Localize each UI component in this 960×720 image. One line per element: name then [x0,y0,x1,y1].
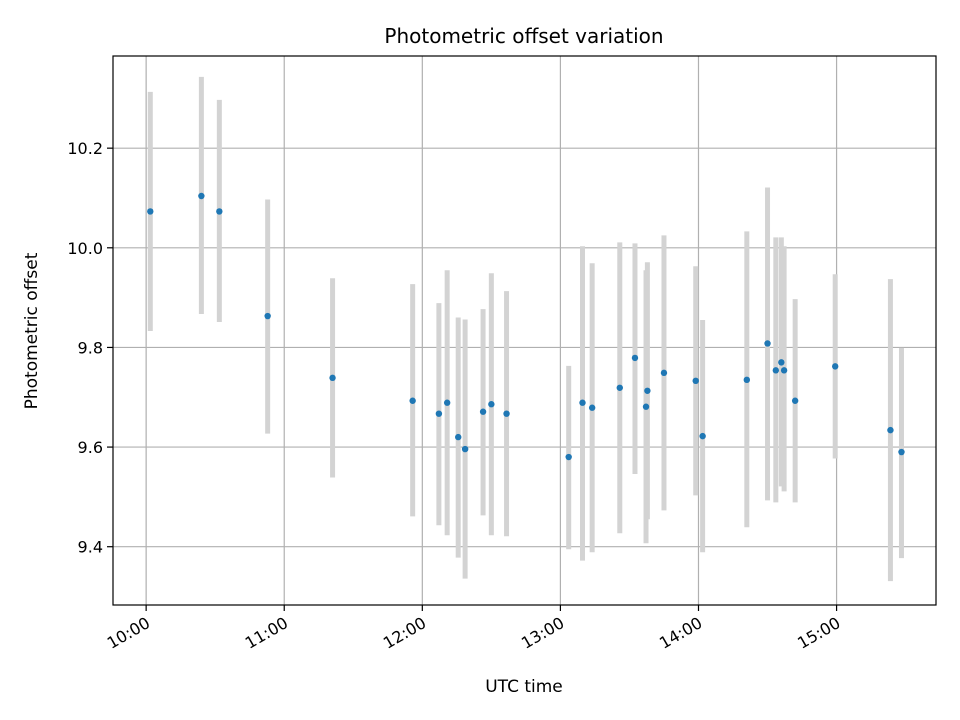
data-point [579,399,586,406]
data-point [692,377,699,385]
data-point [264,312,271,320]
data-point [588,404,596,411]
data-point [778,359,785,366]
data-point [435,410,443,417]
data-point [147,208,154,215]
y-tick-label: 9.8 [78,338,103,357]
chart-title: Photometric offset variation [384,24,663,48]
data-point [699,432,706,440]
data-point [455,433,462,441]
y-tick-label: 10.0 [67,239,103,258]
x-axis-label: UTC time [485,677,563,697]
y-axis-ticks: 9.4 9.6 9.8 10.0 10.2 [67,139,113,557]
data-point [791,397,799,404]
data-point [772,367,780,374]
y-axis-label: Photometric offset [22,252,42,409]
data-point [831,363,839,370]
data-point [329,374,336,382]
data-points [147,192,905,461]
data-point [409,397,416,404]
data-point [631,354,639,362]
data-point [198,192,205,200]
data-point [216,208,223,215]
y-tick-label: 10.2 [67,139,103,158]
data-point [503,410,510,417]
data-point [642,403,650,410]
data-point [461,445,469,453]
data-point [898,448,905,456]
y-tick-label: 9.6 [78,438,103,457]
data-point [565,453,572,461]
y-tick-label: 9.4 [78,538,103,557]
data-point [780,367,788,374]
data-point [764,340,771,347]
data-point [443,399,451,406]
data-point [616,384,623,391]
data-point [887,426,894,434]
data-point [479,408,487,415]
data-point [644,387,651,394]
plot-frame [112,55,937,606]
data-point [743,376,751,384]
data-point [488,401,495,408]
data-point [660,369,668,377]
